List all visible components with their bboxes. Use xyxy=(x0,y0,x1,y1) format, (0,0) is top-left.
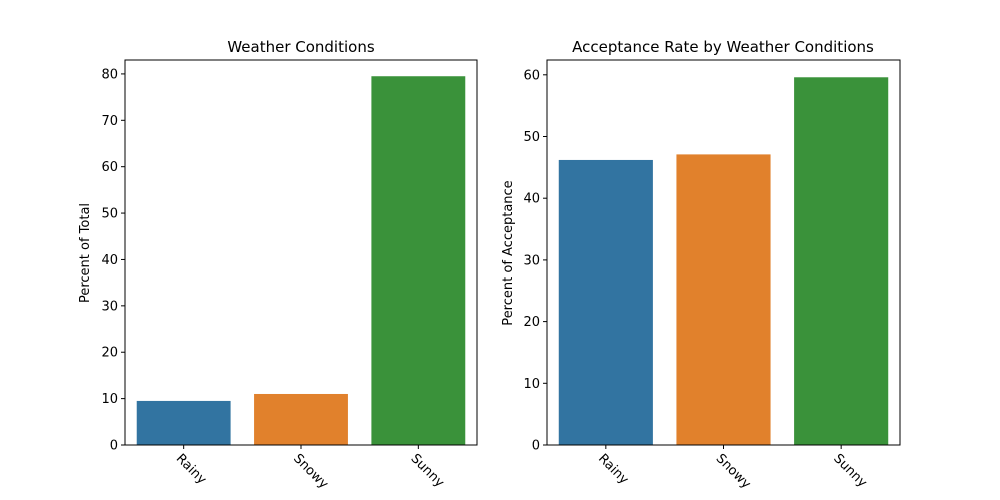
chart-title: Acceptance Rate by Weather Conditions xyxy=(572,38,874,56)
y-tick-label: 40 xyxy=(523,192,540,207)
y-tick-label: 60 xyxy=(101,160,118,175)
y-tick-label: 80 xyxy=(101,67,118,82)
y-tick-label: 40 xyxy=(101,253,118,268)
y-tick-label: 10 xyxy=(101,392,118,407)
bar-rainy xyxy=(136,400,231,445)
bar-sunny xyxy=(371,76,466,446)
y-tick-label: 60 xyxy=(523,68,540,83)
y-tick-label: 50 xyxy=(101,207,118,222)
y-tick-label: 30 xyxy=(101,299,118,314)
y-tick-label: 0 xyxy=(110,439,118,454)
y-tick-label: 50 xyxy=(523,130,540,145)
bar-rainy xyxy=(558,159,653,446)
y-tick-label: 20 xyxy=(101,346,118,361)
y-tick-label: 10 xyxy=(523,377,540,392)
bar-snowy xyxy=(676,154,771,445)
y-tick-label: 70 xyxy=(101,114,118,129)
y-tick-label: 30 xyxy=(523,253,540,268)
plot-frame xyxy=(124,59,478,446)
y-tick-label: 20 xyxy=(523,315,540,330)
y-axis-label: Percent of Total xyxy=(78,203,93,303)
bar-sunny xyxy=(794,77,889,446)
bar-snowy xyxy=(254,393,348,445)
chart-title: Weather Conditions xyxy=(227,38,375,56)
plot-frame xyxy=(546,59,901,446)
y-axis-label: Percent of Acceptance xyxy=(501,180,516,325)
y-tick-label: 0 xyxy=(532,439,540,454)
